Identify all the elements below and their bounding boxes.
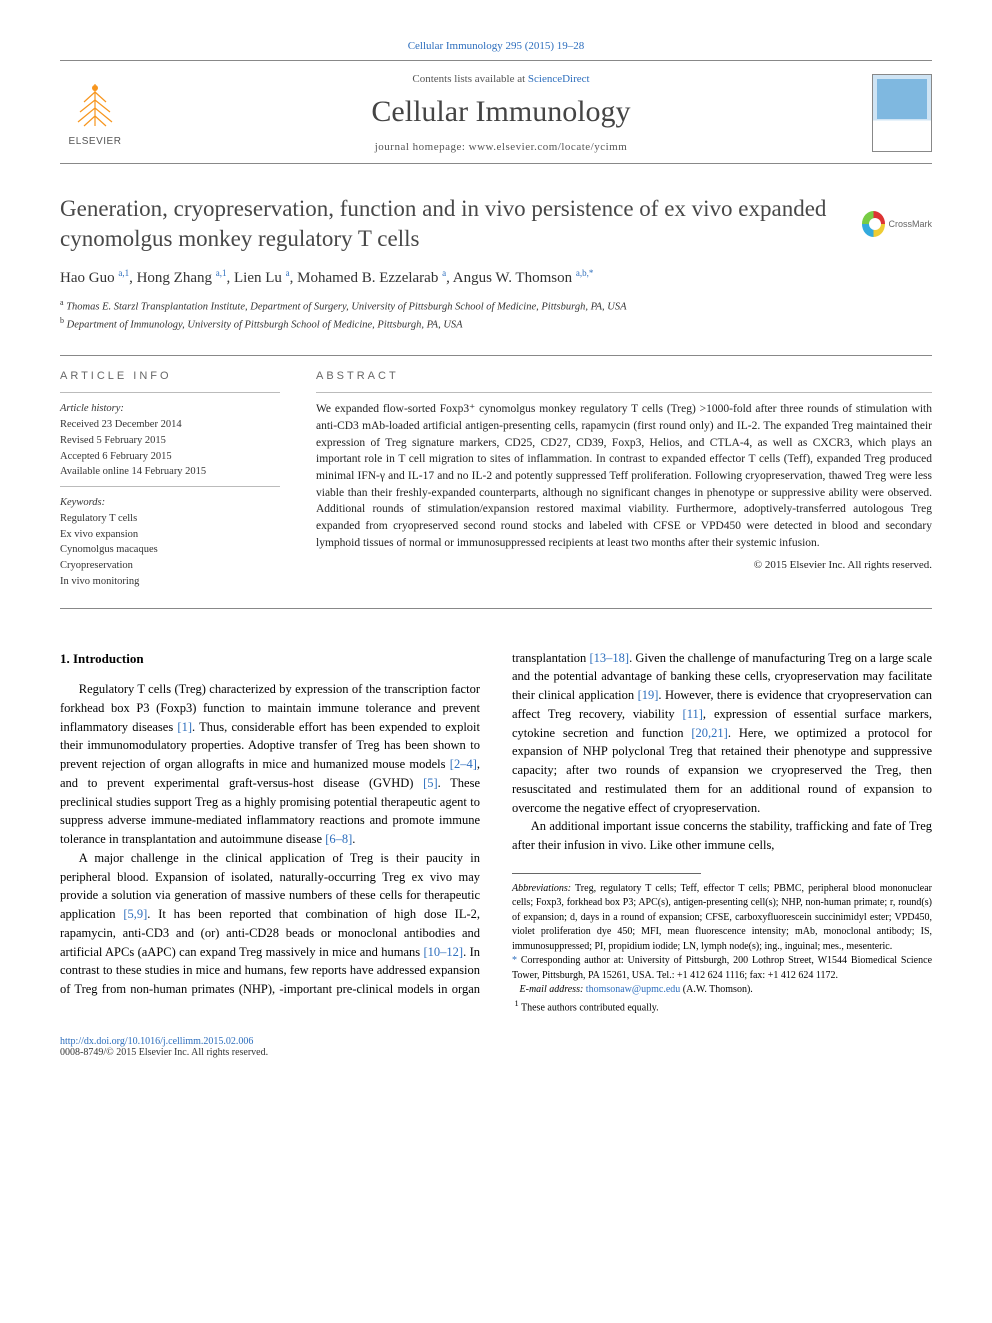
history-accepted: Accepted 6 February 2015 — [60, 449, 280, 465]
contents-line: Contents lists available at ScienceDirec… — [150, 73, 852, 85]
footnotes-rule — [512, 873, 701, 874]
keyword-4: In vivo monitoring — [60, 574, 280, 590]
info-rule-1 — [60, 392, 280, 393]
keyword-0: Regulatory T cells — [60, 511, 280, 527]
homepage-line: journal homepage: www.elsevier.com/locat… — [150, 141, 852, 153]
info-rule-2 — [60, 486, 280, 487]
sciencedirect-link[interactable]: ScienceDirect — [528, 73, 590, 85]
ref-19[interactable]: [19] — [638, 688, 659, 702]
header-center: Contents lists available at ScienceDirec… — [150, 73, 852, 153]
article-title: Generation, cryopreservation, function a… — [60, 194, 842, 254]
ref-11[interactable]: [11] — [683, 707, 703, 721]
affiliation-a: a Thomas E. Starzl Transplantation Insti… — [60, 297, 932, 315]
ref-13-18[interactable]: [13–18] — [590, 651, 630, 665]
footnotes: Abbreviations: Treg, regulatory T cells;… — [512, 882, 932, 1016]
contents-prefix: Contents lists available at — [412, 73, 527, 85]
history-revised: Revised 5 February 2015 — [60, 433, 280, 449]
header-bottom-rule — [60, 163, 932, 164]
keywords: Keywords: Regulatory T cells Ex vivo exp… — [60, 495, 280, 590]
keywords-heading: Keywords: — [60, 495, 280, 511]
crossmark-badge[interactable]: CrossMark — [862, 194, 932, 254]
abstract-rule — [316, 392, 932, 393]
abstract-text: We expanded flow-sorted Foxp3⁺ cynomolgu… — [316, 401, 932, 551]
body-columns: 1. Introduction Regulatory T cells (Treg… — [60, 649, 932, 1016]
elsevier-logo: ELSEVIER — [60, 80, 130, 147]
abstract: ABSTRACT We expanded flow-sorted Foxp3⁺ … — [316, 370, 932, 589]
citation-line: Cellular Immunology 295 (2015) 19–28 — [60, 40, 932, 52]
issn-copyright: 0008-8749/© 2015 Elsevier Inc. All right… — [60, 1047, 268, 1058]
page-bottom: http://dx.doi.org/10.1016/j.cellimm.2015… — [60, 1036, 932, 1058]
abstract-copyright: © 2015 Elsevier Inc. All rights reserved… — [316, 559, 932, 571]
ref-2-4[interactable]: [2–4] — [450, 757, 477, 771]
affiliations: a Thomas E. Starzl Transplantation Insti… — [60, 297, 932, 334]
keyword-3: Cryopreservation — [60, 558, 280, 574]
crossmark-icon — [862, 211, 885, 237]
intro-para-3: An additional important issue concerns t… — [512, 817, 932, 855]
article-info-heading: ARTICLE INFO — [60, 370, 280, 382]
ref-6-8[interactable]: [6–8] — [325, 832, 352, 846]
equal-contrib-footnote: 1 These authors contributed equally. — [512, 998, 932, 1016]
ref-10-12[interactable]: [10–12] — [423, 945, 463, 959]
info-abstract-block: ARTICLE INFO Article history: Received 2… — [60, 355, 932, 608]
intro-para-1: Regulatory T cells (Treg) characterized … — [60, 680, 480, 849]
ref-5[interactable]: [5] — [423, 776, 438, 790]
authors-line: Hao Guo a,1, Hong Zhang a,1, Lien Lu a, … — [60, 268, 932, 287]
keyword-1: Ex vivo expansion — [60, 527, 280, 543]
corresponding-footnote: * Corresponding author at: University of… — [512, 954, 932, 983]
homepage-prefix: journal homepage: — [375, 141, 469, 153]
elsevier-tree-icon — [60, 80, 130, 134]
corresponding-email-link[interactable]: thomsonaw@upmc.edu — [586, 984, 680, 995]
section-1-heading: 1. Introduction — [60, 649, 480, 669]
abstract-heading: ABSTRACT — [316, 370, 932, 382]
article-info: ARTICLE INFO Article history: Received 2… — [60, 370, 280, 589]
journal-name: Cellular Immunology — [150, 95, 852, 129]
ref-1[interactable]: [1] — [177, 720, 192, 734]
history-received: Received 23 December 2014 — [60, 417, 280, 433]
crossmark-label: CrossMark — [888, 219, 932, 229]
history-heading: Article history: — [60, 401, 280, 417]
email-footnote: E-mail address: thomsonaw@upmc.edu (A.W.… — [512, 983, 932, 998]
homepage-url: www.elsevier.com/locate/ycimm — [469, 141, 628, 153]
ref-5-9[interactable]: [5,9] — [123, 907, 147, 921]
abbrev-footnote: Abbreviations: Treg, regulatory T cells;… — [512, 882, 932, 955]
journal-cover-thumbnail — [872, 74, 932, 152]
affiliation-b: b Department of Immunology, University o… — [60, 315, 932, 333]
doi-link[interactable]: http://dx.doi.org/10.1016/j.cellimm.2015… — [60, 1036, 253, 1047]
article-history: Article history: Received 23 December 20… — [60, 401, 280, 480]
journal-header: ELSEVIER Contents lists available at Sci… — [60, 61, 932, 163]
history-online: Available online 14 February 2015 — [60, 464, 280, 480]
elsevier-word: ELSEVIER — [60, 136, 130, 147]
keyword-2: Cynomolgus macaques — [60, 542, 280, 558]
ref-20-21[interactable]: [20,21] — [691, 726, 727, 740]
